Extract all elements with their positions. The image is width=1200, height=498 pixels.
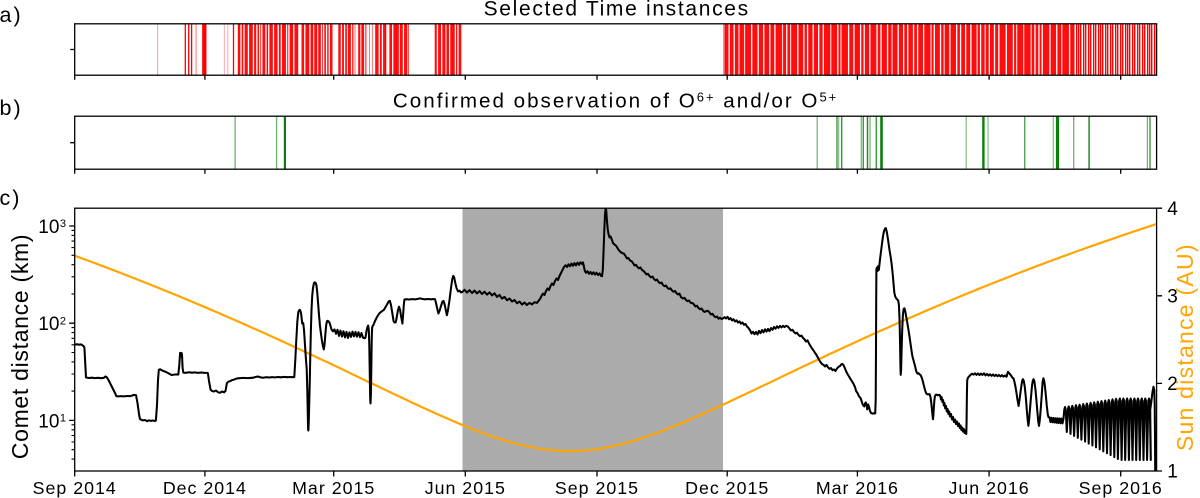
svg-text:10: 10 [38,217,59,238]
svg-text:Dec 2015: Dec 2015 [685,478,769,498]
svg-text:1: 1 [60,413,66,425]
svg-text:Confirmed observation of O6+ a: Confirmed observation of O6+ and/or O5+ [393,90,838,113]
svg-text:Comet distance (km): Comet distance (km) [7,234,33,459]
svg-text:a): a) [0,3,23,27]
svg-text:3: 3 [60,218,66,230]
svg-text:2: 2 [1167,374,1178,395]
svg-text:3: 3 [1167,286,1178,307]
svg-text:Jun 2015: Jun 2015 [425,478,506,498]
svg-text:Sep 2016: Sep 2016 [1079,478,1163,498]
svg-text:Sep 2014: Sep 2014 [33,478,117,498]
svg-text:10: 10 [38,314,59,335]
svg-text:Selected Time instances: Selected Time instances [484,0,750,21]
svg-text:c): c) [0,186,21,210]
svg-text:Mar 2015: Mar 2015 [292,478,375,498]
svg-text:4: 4 [1167,199,1178,220]
svg-text:Sun distance (AU): Sun distance (AU) [1172,243,1198,451]
svg-text:b): b) [0,96,23,120]
svg-text:Dec 2014: Dec 2014 [163,478,247,498]
svg-text:1: 1 [1167,462,1178,483]
svg-text:Sep 2015: Sep 2015 [555,478,639,498]
svg-text:2: 2 [60,315,66,327]
svg-text:Mar 2016: Mar 2016 [816,478,899,498]
svg-text:10: 10 [38,411,59,432]
svg-text:Jun 2016: Jun 2016 [949,478,1030,498]
